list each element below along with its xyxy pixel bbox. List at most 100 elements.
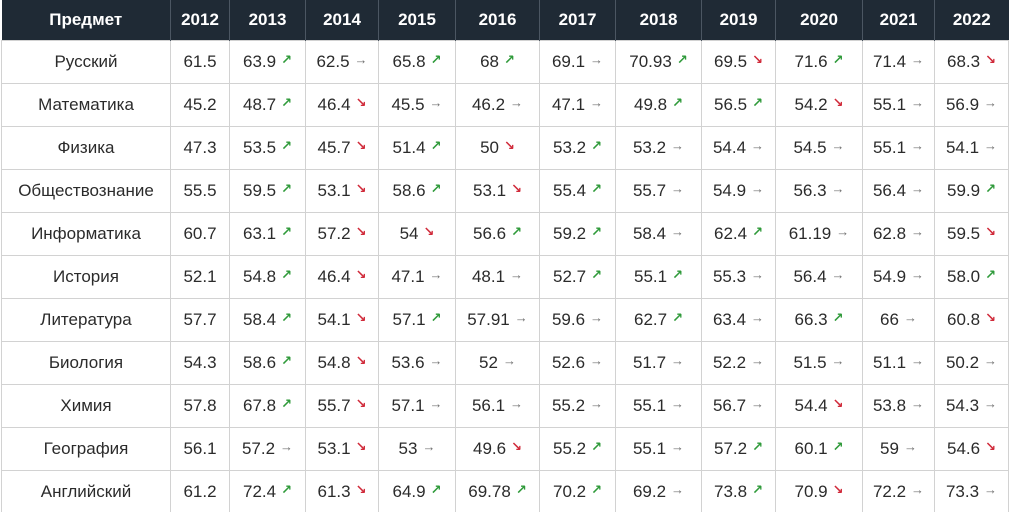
trend-up-icon: ↗	[281, 482, 292, 497]
score-cell: 45.5 →	[378, 83, 456, 127]
score-cell: 68.3 ↘	[934, 40, 1009, 84]
score-cell: 47.3	[170, 126, 230, 170]
subject-cell: Физика	[1, 126, 171, 170]
score-value: 61.3	[317, 482, 351, 501]
score-value: 53.2	[553, 138, 587, 157]
table-row: История 52.1 54.8 ↗ 46.4 ↘ 47.1 → 48.1 → 52.7 ↗ 55.1…	[1, 255, 1009, 299]
arrow-right-icon: →	[671, 138, 685, 153]
score-value: 56.5	[714, 95, 748, 114]
trend-up-icon: ↗	[672, 95, 683, 110]
score-value: 54.3	[183, 353, 217, 372]
arrow-right-icon: →	[671, 482, 685, 497]
score-cell: 58.4 ↗	[229, 298, 306, 342]
score-value: 67.8	[243, 396, 277, 415]
arrow-right-icon: →	[590, 310, 604, 325]
score-cell: 62.4 ↗	[701, 212, 776, 256]
score-cell: 51.1 →	[862, 341, 935, 385]
score-cell: 59.6 →	[539, 298, 616, 342]
score-value: 55.1	[632, 439, 667, 458]
score-value: 56.1	[471, 396, 506, 415]
arrow-right-icon: →	[751, 310, 765, 325]
score-value: 47.3	[183, 138, 217, 157]
arrow-right-icon: →	[751, 267, 765, 282]
score-value: 51.5	[793, 353, 827, 372]
score-cell: 55.1 →	[615, 384, 702, 428]
score-value: 47.1	[391, 267, 425, 286]
trend-up-icon: ↗	[281, 181, 292, 196]
score-cell: 48.1 →	[455, 255, 540, 299]
trend-down-icon: ↘	[511, 439, 522, 454]
score-value: 56.3	[793, 181, 827, 200]
score-cell: 60.7	[170, 212, 230, 256]
score-cell: 53.1 ↘	[305, 169, 379, 213]
subject-cell: Обществознание	[1, 169, 171, 213]
score-cell: 55.3 →	[701, 255, 776, 299]
arrow-right-icon: →	[510, 267, 524, 282]
score-value: 54.9	[712, 181, 747, 200]
score-value: 55.3	[712, 267, 747, 286]
trend-up-icon: ↗	[752, 224, 763, 239]
score-cell: 57.7	[170, 298, 230, 342]
table-row: Обществознание 55.5 59.5 ↗ 53.1 ↘ 58.6 ↗ 53.1 ↘ 55…	[1, 169, 1009, 213]
score-cell: 54.9 →	[701, 169, 776, 213]
trend-down-icon: ↘	[985, 439, 996, 454]
arrow-right-icon: →	[590, 396, 604, 411]
score-cell: 66 →	[862, 298, 935, 342]
score-cell: 54.8 ↗	[229, 255, 306, 299]
score-cell: 54.3 →	[934, 384, 1009, 428]
score-cell: 60.1 ↗	[775, 427, 863, 471]
score-value: 54.4	[712, 138, 747, 157]
score-value: 69.5	[714, 52, 748, 71]
score-cell: 51.7 →	[615, 341, 702, 385]
score-cell: 55.5	[170, 169, 230, 213]
trend-down-icon: ↘	[355, 310, 367, 325]
header-cell-year: 2014	[305, 0, 379, 41]
score-value: 55.2	[551, 396, 586, 415]
arrow-right-icon: →	[429, 95, 443, 110]
arrow-right-icon: →	[751, 353, 765, 368]
score-value: 57.8	[183, 396, 217, 415]
score-value: 57.2	[241, 439, 276, 458]
score-cell: 52.6 →	[539, 341, 616, 385]
score-cell: 54.3	[170, 341, 230, 385]
arrow-right-icon: →	[831, 138, 845, 153]
trend-up-icon: ↗	[281, 52, 292, 67]
arrow-right-icon: →	[984, 138, 998, 153]
score-value: 59.2	[553, 224, 587, 243]
arrow-right-icon: →	[836, 224, 850, 239]
subject-cell: Биология	[1, 341, 171, 385]
score-cell: 46.4 ↘	[305, 255, 379, 299]
score-cell: 54.1 →	[934, 126, 1009, 170]
score-value: 49.6	[473, 439, 507, 458]
score-cell: 59 →	[862, 427, 935, 471]
trend-down-icon: ↘	[355, 95, 367, 110]
score-cell: 56.1	[170, 427, 230, 471]
score-value: 56.1	[183, 439, 217, 458]
arrow-right-icon: →	[751, 396, 765, 411]
score-value: 61.2	[183, 482, 217, 501]
score-cell: 66.3 ↗	[775, 298, 863, 342]
score-value: 58.6	[392, 181, 426, 200]
score-cell: 54.2 ↘	[775, 83, 863, 127]
score-value: 66	[880, 310, 899, 329]
score-value: 57.91	[467, 310, 510, 329]
score-cell: 51.4 ↗	[378, 126, 456, 170]
trend-down-icon: ↘	[355, 482, 367, 497]
arrow-right-icon: →	[911, 181, 925, 196]
score-cell: 68 ↗	[455, 40, 540, 84]
score-cell: 53.1 ↘	[305, 427, 379, 471]
score-value: 72.2	[872, 482, 907, 501]
trend-down-icon: ↘	[511, 181, 522, 196]
trend-down-icon: ↘	[832, 396, 844, 411]
score-cell: 46.2 →	[455, 83, 540, 127]
score-cell: 55.2 →	[539, 384, 616, 428]
arrow-right-icon: →	[903, 439, 917, 454]
score-cell: 59.5 ↘	[934, 212, 1009, 256]
arrow-right-icon: →	[429, 396, 443, 411]
trend-up-icon: ↗	[281, 95, 292, 110]
score-value: 57.2	[317, 224, 351, 243]
score-cell: 73.3 →	[934, 470, 1009, 512]
header-cell-subject: Предмет	[1, 0, 171, 41]
score-value: 54.4	[794, 396, 828, 415]
score-value: 56.4	[872, 181, 907, 200]
